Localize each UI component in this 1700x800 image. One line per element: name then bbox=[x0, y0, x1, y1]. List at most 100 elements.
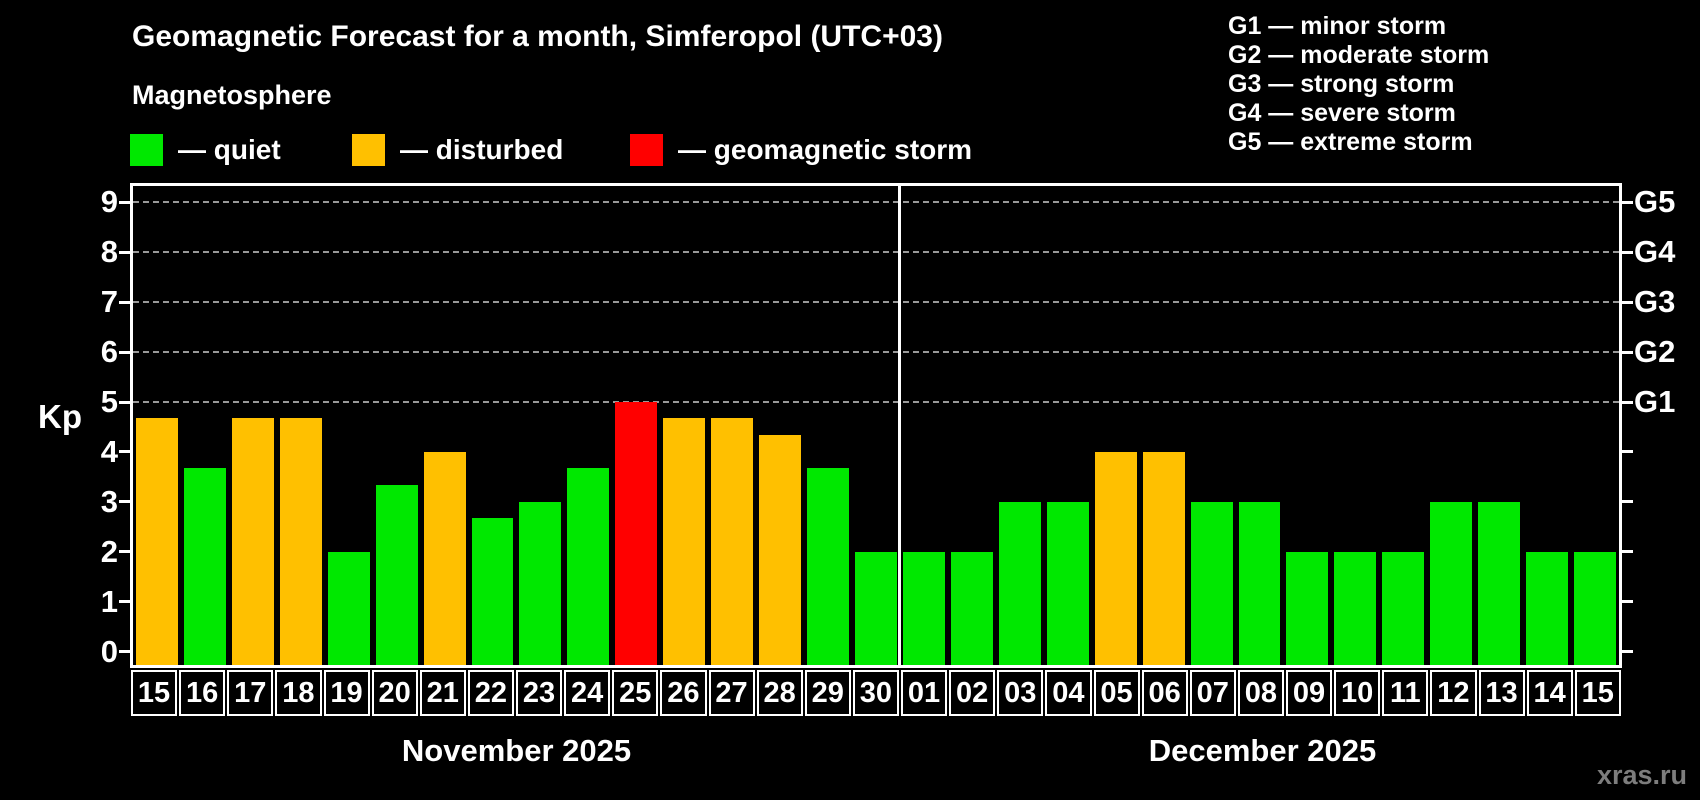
y-tick-label-1: 1 bbox=[100, 583, 118, 619]
kp-bar-dec-09 bbox=[1286, 551, 1329, 665]
kp-bar-dec-10 bbox=[1334, 551, 1377, 665]
right-axis-label-g2: G2 bbox=[1634, 334, 1676, 370]
y-tick-label-3: 3 bbox=[100, 483, 118, 519]
month-label-december: December 2025 bbox=[1148, 733, 1377, 768]
kp-bar-nov-25 bbox=[615, 402, 658, 665]
axis-tick-right-kp-2 bbox=[1622, 550, 1633, 554]
y-axis-title: Kp bbox=[38, 398, 82, 435]
status-color-legend: — quiet — disturbed — geomagnetic storm bbox=[0, 132, 1700, 168]
legend-item-disturbed: — disturbed bbox=[352, 132, 563, 168]
legend-label: — disturbed bbox=[400, 134, 564, 165]
day-cell-dec-08: 08 bbox=[1237, 670, 1284, 716]
y-tick-label-8: 8 bbox=[100, 234, 118, 270]
g-scale-legend-line: G5 — extreme storm bbox=[1228, 128, 1473, 156]
right-axis-label-g5: G5 bbox=[1634, 184, 1676, 220]
axis-tick-right-kp-8 bbox=[1622, 250, 1633, 254]
chart-title: Geomagnetic Forecast for a month, Simfer… bbox=[132, 20, 943, 53]
day-cell-dec-09: 09 bbox=[1286, 670, 1333, 716]
day-cell-dec-07: 07 bbox=[1189, 670, 1236, 716]
axis-tick-right-kp-1 bbox=[1622, 600, 1633, 604]
axis-tick-left-kp-9 bbox=[119, 200, 130, 204]
right-axis-label-g3: G3 bbox=[1634, 284, 1676, 320]
axis-tick-left-kp-4 bbox=[119, 450, 130, 454]
y-tick-label-9: 9 bbox=[100, 184, 118, 220]
day-cell-dec-02: 02 bbox=[949, 670, 996, 716]
axis-tick-left-kp-6 bbox=[119, 350, 130, 354]
day-cell-nov-28: 28 bbox=[756, 670, 803, 716]
chart-subtitle: Magnetosphere bbox=[132, 80, 332, 110]
storm-swatch-icon bbox=[630, 134, 663, 166]
kp-bar-dec-06 bbox=[1142, 451, 1185, 665]
g-scale-legend: G1 — minor storm G2 — moderate storm G3 — … bbox=[1228, 12, 1489, 157]
right-axis-label-g4: G4 bbox=[1634, 234, 1676, 270]
axis-tick-right-kp-0 bbox=[1622, 650, 1633, 653]
axis-tick-right-kp-4 bbox=[1622, 450, 1633, 454]
y-tick-label-5: 5 bbox=[100, 384, 118, 419]
y-tick-label-4: 4 bbox=[100, 433, 118, 469]
legend-label: — quiet bbox=[178, 134, 281, 165]
day-cell-nov-30: 30 bbox=[852, 670, 899, 716]
day-cell-dec-03: 03 bbox=[997, 670, 1044, 716]
axis-tick-left-kp-0 bbox=[119, 650, 130, 653]
gridline-kp-5 bbox=[133, 401, 1619, 403]
gridline-kp-6 bbox=[133, 351, 1619, 354]
day-cell-nov-26: 26 bbox=[660, 670, 707, 716]
kp-bar-dec-11 bbox=[1382, 551, 1425, 665]
day-cell-nov-18: 18 bbox=[275, 670, 322, 716]
kp-bar-nov-17 bbox=[231, 418, 274, 665]
kp-bar-dec-14 bbox=[1526, 551, 1569, 665]
gridline-kp-7 bbox=[133, 301, 1619, 304]
plot-area bbox=[119, 183, 1633, 668]
kp-bar-nov-26 bbox=[663, 418, 706, 665]
kp-bar-dec-07 bbox=[1190, 501, 1233, 665]
day-cell-nov-29: 29 bbox=[804, 670, 851, 716]
day-cell-nov-19: 19 bbox=[323, 670, 370, 716]
kp-bar-dec-01 bbox=[902, 551, 945, 665]
gridline-kp-8 bbox=[133, 251, 1619, 254]
g-scale-legend-line: G1 — minor storm bbox=[1228, 12, 1447, 40]
g-scale-legend-line: G4 — severe storm bbox=[1228, 99, 1456, 127]
kp-bar-nov-24 bbox=[567, 468, 610, 665]
kp-bar-nov-18 bbox=[279, 418, 322, 665]
g-scale-legend-line: G3 — strong storm bbox=[1228, 70, 1455, 98]
day-cell-dec-06: 06 bbox=[1141, 670, 1188, 716]
legend-item-quiet: — quiet bbox=[130, 132, 281, 168]
day-cell-dec-13: 13 bbox=[1478, 670, 1525, 716]
y-tick-label-0: 0 bbox=[100, 633, 118, 669]
gridline-kp-9 bbox=[133, 201, 1619, 204]
axis-tick-left-kp-2 bbox=[119, 550, 130, 554]
day-cell-dec-10: 10 bbox=[1334, 670, 1381, 716]
day-cell-nov-23: 23 bbox=[516, 670, 563, 716]
day-cell-nov-24: 24 bbox=[564, 670, 611, 716]
kp-bar-dec-13 bbox=[1478, 501, 1521, 665]
kp-bar-nov-21 bbox=[423, 451, 466, 665]
disturbed-swatch-icon bbox=[352, 134, 385, 166]
day-cell-nov-20: 20 bbox=[371, 670, 418, 716]
kp-bar-nov-15 bbox=[136, 418, 178, 665]
day-cell-dec-14: 14 bbox=[1526, 670, 1573, 716]
day-cell-nov-17: 17 bbox=[227, 670, 274, 716]
right-axis-label-g1: G1 bbox=[1634, 384, 1676, 419]
kp-bar-dec-05 bbox=[1094, 451, 1137, 665]
kp-bar-nov-22 bbox=[471, 518, 514, 665]
day-cell-dec-05: 05 bbox=[1093, 670, 1140, 716]
kp-bar-dec-03 bbox=[998, 501, 1041, 665]
day-cell-nov-16: 16 bbox=[179, 670, 226, 716]
g-scale-legend-line: G2 — moderate storm bbox=[1228, 41, 1490, 69]
axis-tick-right-kp-3 bbox=[1622, 500, 1633, 504]
kp-bar-dec-02 bbox=[950, 551, 993, 665]
axis-tick-left-kp-7 bbox=[119, 300, 130, 304]
kp-bar-nov-30 bbox=[855, 551, 897, 665]
day-cell-nov-21: 21 bbox=[419, 670, 466, 716]
day-cell-nov-25: 25 bbox=[612, 670, 659, 716]
legend-label: — geomagnetic storm bbox=[678, 134, 973, 165]
y-tick-label-6: 6 bbox=[100, 334, 118, 370]
kp-bar-nov-19 bbox=[327, 551, 370, 665]
day-cell-dec-11: 11 bbox=[1382, 670, 1429, 716]
day-cell-dec-12: 12 bbox=[1430, 670, 1477, 716]
month-label-november: November 2025 bbox=[401, 733, 632, 768]
day-cell-nov-22: 22 bbox=[467, 670, 514, 716]
month-divider-line bbox=[898, 186, 902, 665]
legend-item-storm: — geomagnetic storm bbox=[630, 132, 972, 168]
y-tick-label-7: 7 bbox=[100, 284, 118, 320]
